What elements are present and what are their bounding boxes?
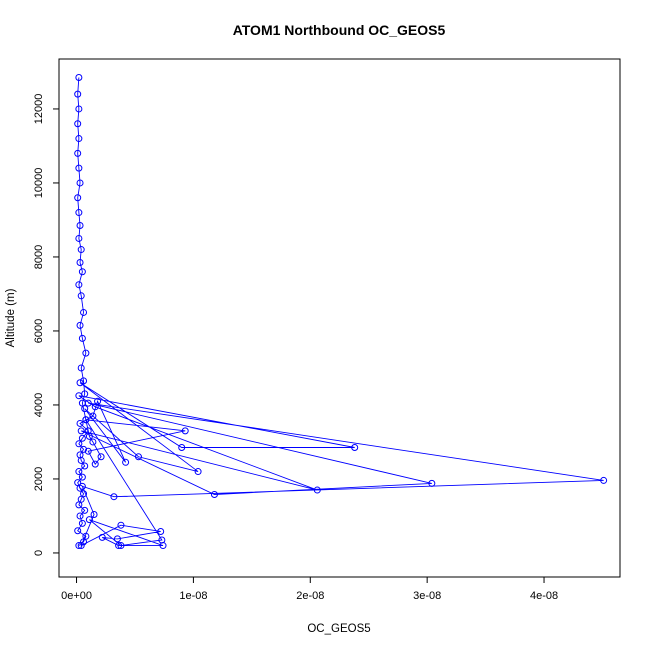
series-group: [74, 74, 608, 550]
data-point: [117, 521, 125, 529]
data-point: [89, 412, 97, 420]
data-point: [85, 432, 93, 440]
data-point: [351, 444, 359, 451]
data-point: [80, 308, 88, 316]
data-point: [77, 542, 85, 550]
data-point: [75, 542, 83, 550]
data-point: [210, 490, 218, 498]
x-tick-label: 3e-08: [413, 590, 441, 602]
data-point: [74, 90, 82, 98]
data-point: [85, 516, 93, 524]
data-point: [80, 445, 88, 453]
data-point: [75, 135, 83, 143]
data-point: [75, 209, 83, 217]
data-point: [74, 194, 82, 202]
data-point: [77, 364, 85, 372]
data-point: [78, 434, 86, 442]
series-line: [77, 77, 604, 547]
data-point: [90, 510, 98, 518]
data-point: [98, 533, 106, 541]
data-point: [75, 164, 83, 172]
y-tick-label: 12000: [33, 94, 45, 125]
data-point: [82, 349, 90, 357]
data-point: [74, 120, 82, 128]
data-point: [78, 473, 86, 481]
data-point: [76, 321, 84, 329]
data-point: [76, 512, 84, 520]
data-point: [75, 440, 83, 448]
y-axis-label: Altitude (m): [5, 288, 17, 347]
data-point: [97, 453, 105, 461]
data-point: [74, 479, 82, 487]
data-point: [76, 451, 84, 459]
data-point: [600, 476, 608, 484]
data-point: [76, 222, 84, 229]
data-point: [78, 399, 86, 407]
data-point: [77, 292, 85, 300]
y-tick-label: 10000: [33, 168, 45, 199]
y-tick-label: 4000: [33, 393, 45, 417]
data-point: [82, 416, 90, 424]
data-point: [77, 427, 85, 435]
data-point: [75, 74, 83, 81]
data-point: [115, 542, 123, 550]
data-point: [158, 536, 166, 544]
axes: 0e+00 1e-08 2e-08 3e-08 4e-08 0 2000 4000 6000 80…: [33, 94, 558, 602]
x-axis-label: OC_GEOS5: [307, 623, 370, 635]
data-point: [75, 468, 83, 476]
plot-frame: [58, 58, 621, 578]
data-point: [78, 482, 86, 490]
data-point: [84, 447, 92, 455]
data-point: [74, 527, 82, 535]
data-point: [134, 453, 142, 461]
data-point: [194, 468, 202, 476]
chart-title: ATOM1 Northbound OC_GEOS5: [233, 22, 446, 38]
data-point: [113, 535, 121, 543]
data-point: [91, 460, 99, 468]
data-point: [313, 486, 321, 494]
data-point: [74, 149, 82, 157]
x-tick-label: 2e-08: [296, 590, 324, 602]
x-tick-label: 1e-08: [179, 590, 207, 602]
y-tick-label: 6000: [33, 319, 45, 343]
data-point: [428, 479, 436, 487]
data-point: [76, 419, 84, 427]
y-tick-label: 8000: [33, 245, 45, 269]
data-point: [78, 334, 86, 342]
data-point: [75, 234, 83, 242]
data-point: [75, 281, 83, 289]
data-point: [178, 444, 186, 451]
y-tick-label: 0: [33, 550, 45, 556]
data-point: [181, 427, 189, 435]
data-point: [91, 403, 99, 411]
data-point: [80, 490, 88, 498]
data-point: [76, 259, 84, 266]
data-point: [80, 377, 88, 385]
data-point: [81, 390, 89, 398]
data-point: [117, 542, 125, 550]
data-point: [78, 519, 86, 527]
y-tick-label: 2000: [33, 467, 45, 491]
data-point: [81, 506, 89, 514]
data-point: [77, 246, 85, 254]
data-point: [81, 462, 89, 470]
data-point: [76, 379, 84, 387]
data-point: [82, 532, 90, 540]
data-point: [110, 493, 118, 501]
x-tick-label: 4e-08: [530, 590, 558, 602]
data-point: [75, 105, 83, 113]
data-point: [78, 268, 86, 276]
data-point: [76, 179, 84, 187]
data-point: [89, 438, 97, 446]
x-tick-label: 0e+00: [61, 590, 92, 602]
data-point: [157, 527, 165, 535]
data-point: [122, 458, 130, 466]
